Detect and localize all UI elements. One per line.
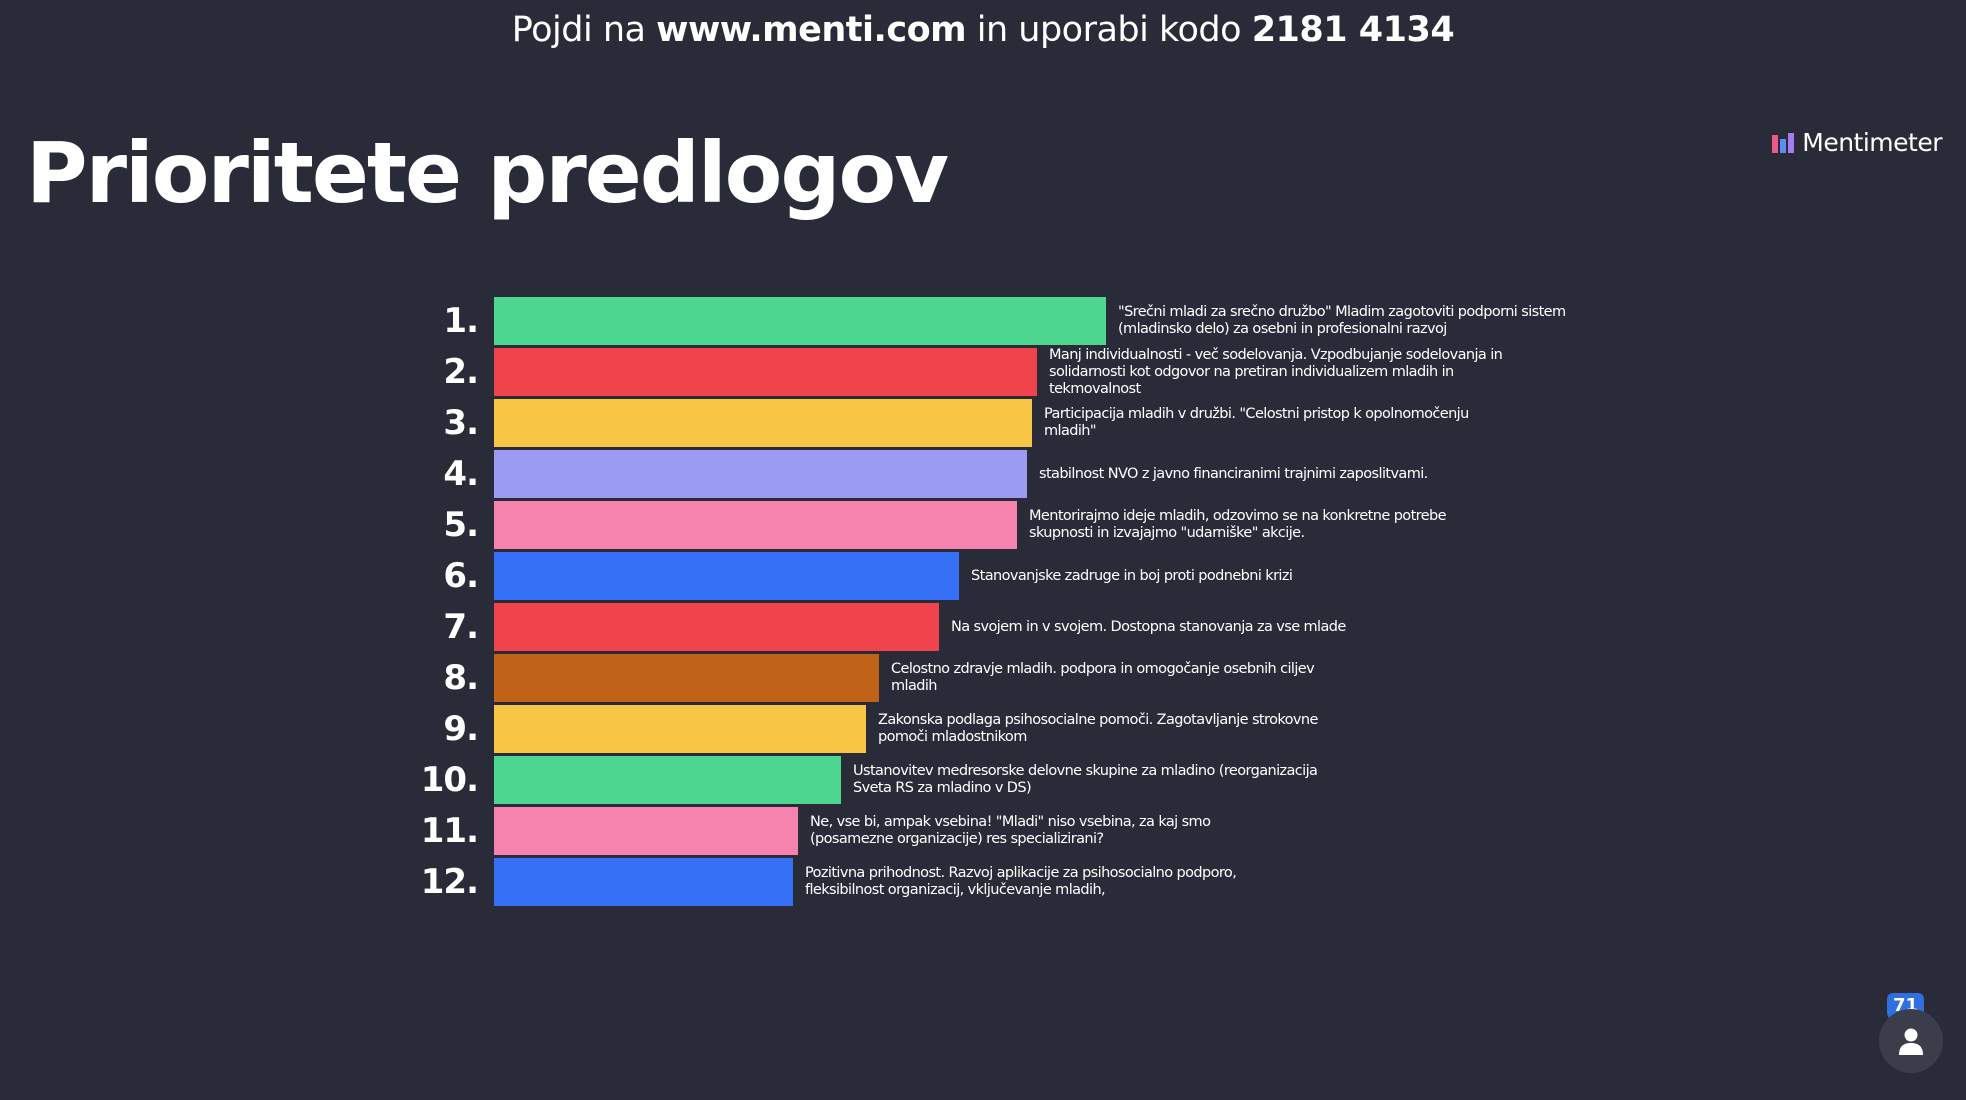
ranking-bar xyxy=(494,399,1032,447)
ranking-bar xyxy=(494,297,1106,345)
ranking-row: 4. stabilnost NVO z javno financiranimi t… xyxy=(0,450,1966,498)
rank-number: 11. xyxy=(420,811,479,851)
brand: Mentimeter xyxy=(1772,128,1942,157)
rank-number: 9. xyxy=(443,709,479,749)
ranking-label: Zakonska podlaga psihosocialne pomoči. Z… xyxy=(878,712,1318,745)
ranking-row: 8. Celostno zdravje mladih. podpora in om… xyxy=(0,654,1966,702)
ranking-bar xyxy=(494,756,841,804)
join-code: 2181 4134 xyxy=(1251,10,1455,50)
page-title: Prioritete predlogov xyxy=(26,124,949,222)
ranking-row: 7. Na svojem in v svojem. Dostopna stanov… xyxy=(0,603,1966,651)
mentimeter-logo-icon xyxy=(1772,132,1795,153)
ranking-label: Celostno zdravje mladih. podpora in omog… xyxy=(891,661,1315,694)
ranking-bar xyxy=(494,858,793,906)
ranking-label: Participacija mladih v družbi. "Celostni… xyxy=(1044,406,1469,439)
ranking-bar xyxy=(494,501,1017,549)
ranking-label: Stanovanjske zadruge in boj proti podneb… xyxy=(971,567,1293,584)
ranking-label: stabilnost NVO z javno financiranimi tra… xyxy=(1039,465,1428,482)
ranking-row: 3. Participacija mladih v družbi. "Celost… xyxy=(0,399,1966,447)
ranking-bar xyxy=(494,348,1037,396)
ranking-bar xyxy=(494,705,866,753)
ranking-row: 11. Ne, vse bi, ampak vsebina! "Mladi" ni… xyxy=(0,807,1966,855)
ranking-label: Na svojem in v svojem. Dostopna stanovan… xyxy=(951,618,1346,635)
ranking-label: "Srečni mladi za srečno družbo" Mladim z… xyxy=(1118,304,1566,337)
rank-number: 4. xyxy=(443,454,479,494)
ranking-bar xyxy=(494,450,1027,498)
ranking-label: Ne, vse bi, ampak vsebina! "Mladi" niso … xyxy=(810,814,1211,847)
join-prefix: Pojdi na xyxy=(511,10,646,50)
join-middle: in uporabi kodo xyxy=(976,10,1242,50)
ranking-label: Manj individualnosti - več sodelovanja. … xyxy=(1049,346,1503,397)
brand-name: Mentimeter xyxy=(1802,128,1942,157)
join-site: www.menti.com xyxy=(656,10,967,50)
ranking-label: Mentorirajmo ideje mladih, odzovimo se n… xyxy=(1029,508,1447,541)
ranking-bar xyxy=(494,603,939,651)
rank-number: 10. xyxy=(420,760,479,800)
ranking-bar xyxy=(494,807,798,855)
ranking-row: 5. Mentorirajmo ideje mladih, odzovimo se… xyxy=(0,501,1966,549)
participants-button[interactable] xyxy=(1879,1009,1943,1073)
ranking-label: Pozitivna prihodnost. Razvoj aplikacije … xyxy=(805,865,1237,898)
rank-number: 8. xyxy=(443,658,479,698)
ranking-bar xyxy=(494,552,959,600)
ranking-row: 6. Stanovanjske zadruge in boj proti podn… xyxy=(0,552,1966,600)
rank-number: 3. xyxy=(443,403,479,443)
ranking-row: 9. Zakonska podlaga psihosocialne pomoči.… xyxy=(0,705,1966,753)
ranking-bar xyxy=(494,654,879,702)
person-icon xyxy=(1899,1028,1923,1055)
ranking-row: 1. "Srečni mladi za srečno družbo" Mladim… xyxy=(0,297,1966,345)
ranking-row: 2. Manj individualnosti - več sodelovanja… xyxy=(0,346,1966,397)
rank-number: 6. xyxy=(443,556,479,596)
ranking-row: 12. Pozitivna prihodnost. Razvoj aplikaci… xyxy=(0,858,1966,906)
rank-number: 5. xyxy=(443,505,479,545)
ranking-row: 10. Ustanovitev medresorske delovne skupi… xyxy=(0,756,1966,804)
join-instructions: Pojdi na www.menti.com in uporabi kodo 2… xyxy=(0,6,1966,54)
ranking-label: Ustanovitev medresorske delovne skupine … xyxy=(853,763,1318,796)
rank-number: 2. xyxy=(443,352,479,392)
rank-number: 12. xyxy=(420,862,479,902)
rank-number: 7. xyxy=(443,607,479,647)
rank-number: 1. xyxy=(443,301,479,341)
